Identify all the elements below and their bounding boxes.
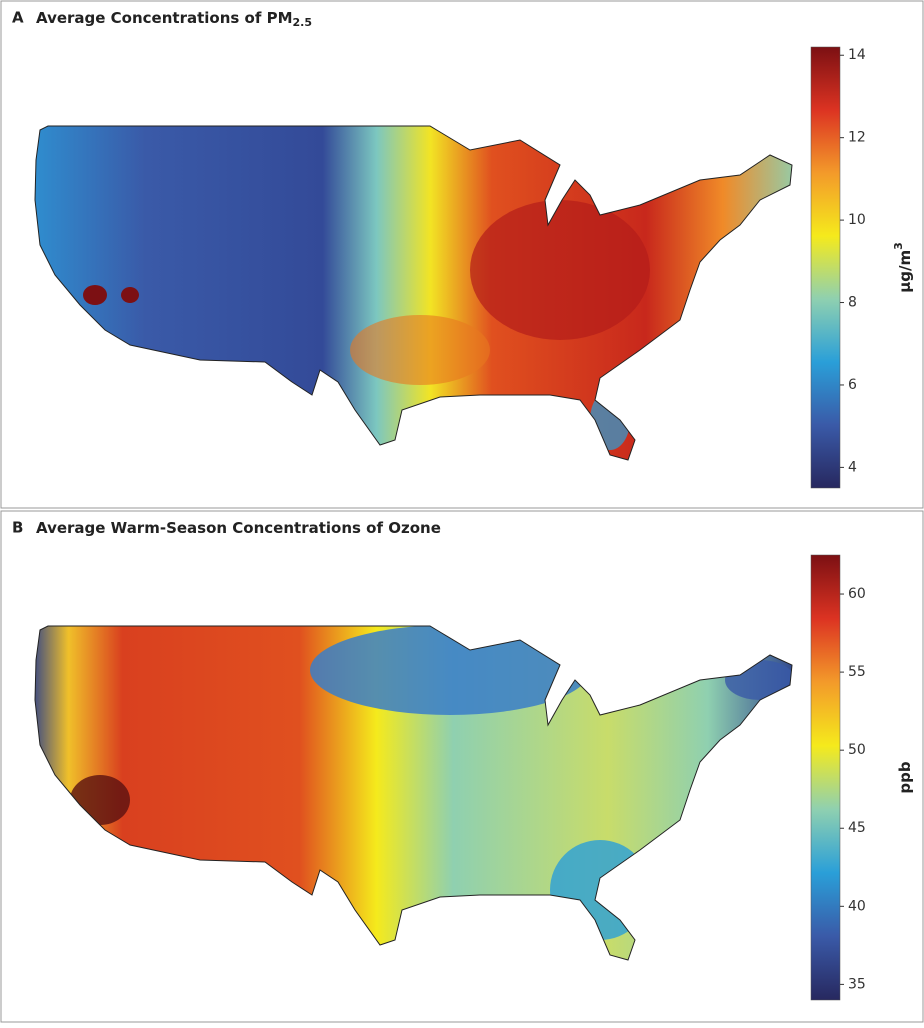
colorbar-label-sup: 3 (892, 242, 905, 250)
colorbar (810, 554, 841, 1001)
colorbar-tick-label: 8 (848, 295, 857, 311)
panel-frame (0, 510, 924, 1023)
colorbar-tick-label: 6 (848, 377, 857, 393)
colorbar (810, 46, 841, 489)
panel-title: Average Concentrations of PM2.5 (36, 9, 312, 30)
panel-label: A (12, 9, 24, 27)
panel-title-text: Average Warm-Season Concentrations of Oz… (36, 519, 441, 537)
colorbar-tick-label: 12 (848, 130, 866, 146)
colorbar-tick-label: 14 (848, 47, 866, 63)
panel-frame (0, 0, 924, 509)
colorbar-label: ppb (896, 761, 914, 793)
panel-title: Average Warm-Season Concentrations of Oz… (36, 519, 441, 537)
colorbar-tick-label: 35 (848, 976, 866, 992)
colorbar-label-text: μg/m (896, 250, 914, 293)
colorbar-label: μg/m3 (892, 242, 914, 293)
colorbar-tick-label: 4 (848, 459, 857, 475)
panel-label: B (12, 519, 23, 537)
colorbar-tick-label: 60 (848, 586, 866, 602)
panel-title-sub: 2.5 (293, 16, 313, 29)
colorbar-tick-label: 10 (848, 212, 866, 228)
colorbar-tick-label: 40 (848, 898, 866, 914)
panel-title-text: Average Concentrations of PM (36, 9, 293, 27)
colorbar-label-text: ppb (896, 761, 914, 793)
colorbar-tick-label: 45 (848, 820, 866, 836)
colorbar-tick-label: 50 (848, 742, 866, 758)
colorbar-tick-label: 55 (848, 664, 866, 680)
map-a (34, 125, 793, 461)
map-b (34, 625, 793, 961)
